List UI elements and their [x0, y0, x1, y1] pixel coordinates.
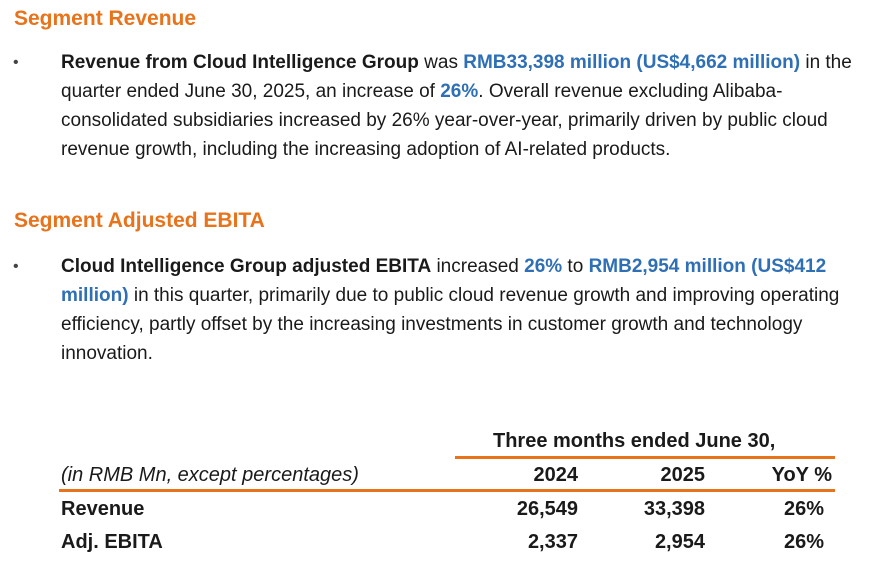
revenue-bullet-part: Revenue from Cloud Intelligence Group	[61, 52, 419, 73]
cell-yoy: 26%	[783, 531, 824, 553]
col-header-yoy: YoY %	[771, 464, 832, 486]
row-label: Revenue	[61, 498, 145, 520]
col-header-2025: 2025	[660, 464, 706, 486]
revenue-bullet-part: RMB33,398 million (US$4,662 million)	[463, 52, 801, 73]
segment-revenue-heading: Segment Revenue	[14, 7, 197, 30]
revenue-bullet-part: 26%	[440, 81, 479, 102]
table-header-rule	[59, 489, 835, 492]
ebita-bullet-part: in this quarter, primarily due to public…	[61, 285, 840, 364]
units-label: (in RMB Mn, except percentages)	[61, 464, 359, 486]
period-header: Three months ended June 30,	[493, 430, 776, 452]
period-header-rule	[455, 456, 835, 459]
ebita-bullet-part: increased	[431, 256, 525, 277]
cell-yoy: 26%	[783, 498, 824, 520]
cell-2024: 26,549	[516, 498, 578, 520]
ebita-bullet-text: Cloud Intelligence Group adjusted EBITA …	[61, 252, 861, 368]
cell-2024: 2,337	[527, 531, 578, 553]
ebita-bullet-part: Cloud Intelligence Group adjusted EBITA	[61, 256, 432, 277]
row-label: Adj. EBITA	[61, 531, 163, 553]
ebita-bullet-part: RMB2,954 million (US$412 million)	[61, 256, 827, 306]
cell-2025: 2,954	[654, 531, 705, 553]
segment-ebita-heading: Segment Adjusted EBITA	[14, 209, 265, 232]
revenue-bullet-part: was	[418, 52, 464, 73]
ebita-bullet-part: 26%	[524, 256, 563, 277]
cell-2025: 33,398	[643, 498, 705, 520]
revenue-bullet-part: . Overall revenue excluding Alibaba-cons…	[61, 81, 828, 160]
bullet-marker: •	[13, 54, 19, 71]
revenue-bullet-part: in the quarter ended June 30, 2025, an i…	[61, 52, 852, 102]
ebita-bullet-part: to	[562, 256, 589, 277]
bullet-marker: •	[13, 258, 19, 275]
col-header-2024: 2024	[533, 464, 579, 486]
revenue-bullet-text: Revenue from Cloud Intelligence Group wa…	[61, 48, 861, 164]
